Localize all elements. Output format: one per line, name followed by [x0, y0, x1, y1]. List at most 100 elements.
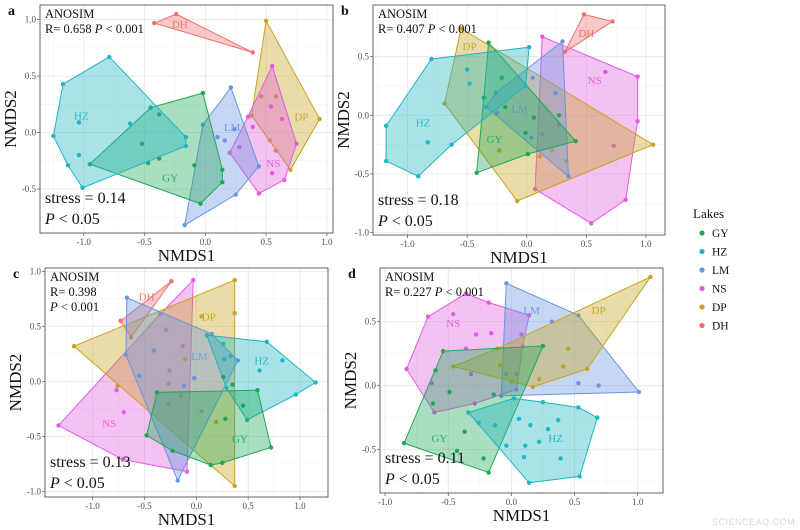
- data-point: [623, 197, 628, 202]
- data-point: [416, 174, 421, 179]
- legend-swatch: [699, 285, 705, 292]
- legend-item-lm: LM: [699, 265, 729, 277]
- group-ns: NS: [227, 63, 299, 196]
- x-tick-label: 0.5: [243, 501, 255, 511]
- group-label: GY: [162, 173, 178, 185]
- data-point: [576, 405, 581, 410]
- data-point: [230, 382, 235, 387]
- data-point: [473, 332, 479, 337]
- hull-polygon-dh: [563, 13, 614, 54]
- group-dp: DP: [451, 274, 653, 390]
- legend: Lakes GY HZ LM NS DP DH: [693, 206, 729, 333]
- data-point: [509, 379, 514, 384]
- y-tick-label: 0.0: [30, 376, 42, 386]
- hull-polygon-lm: [183, 86, 260, 227]
- data-point: [198, 201, 203, 206]
- group-hz: HZ: [51, 54, 189, 191]
- panel-d: -1.0 -0.5 0.0 0.5 1.0 -0.5 0.0 0.5 NS LM DP GY HZ ANO…: [341, 267, 664, 525]
- data-point: [175, 478, 180, 483]
- data-point: [56, 423, 61, 428]
- data-point: [430, 401, 436, 406]
- data-point: [60, 81, 66, 87]
- group-label: NS: [266, 158, 280, 170]
- data-point: [267, 138, 272, 143]
- data-point: [282, 177, 287, 183]
- data-point: [76, 120, 82, 125]
- group-gy: GY: [87, 90, 225, 206]
- data-point: [442, 101, 447, 106]
- data-point: [481, 95, 487, 100]
- hull-polygon-gy: [146, 389, 272, 466]
- panel-c: -1.0 -0.5 0.0 0.5 1.0 -1.0 -0.5 0.0 0.5 1.0 DH NS DP…: [6, 266, 329, 529]
- data-point: [486, 300, 491, 305]
- legend-swatch: [699, 230, 705, 236]
- y-tick-label: 0.0: [25, 128, 37, 138]
- data-point: [486, 470, 491, 475]
- data-point: [493, 90, 498, 96]
- y-tick-label: -1.0: [355, 228, 370, 238]
- y-tick-label: 0.5: [30, 321, 42, 331]
- data-point: [558, 456, 563, 461]
- x-tick-label: 1.0: [640, 239, 652, 249]
- data-point: [215, 134, 220, 140]
- data-point: [270, 63, 275, 69]
- data-point: [199, 314, 204, 319]
- x-tick-label: -1.0: [400, 239, 415, 249]
- data-point: [128, 335, 134, 340]
- data-point: [192, 375, 197, 381]
- data-point: [563, 158, 569, 164]
- anosim-text: R= 0.227 P < 0.001: [385, 285, 484, 299]
- group-gy: GY: [474, 40, 578, 176]
- data-point: [383, 123, 389, 129]
- data-point: [504, 371, 509, 377]
- data-point: [166, 402, 171, 407]
- data-point: [151, 348, 157, 353]
- data-point: [317, 116, 322, 122]
- plot-border: [44, 267, 329, 498]
- x-tick-label: 0.5: [581, 239, 593, 249]
- group-gy: GY: [401, 343, 546, 475]
- data-point: [250, 124, 255, 130]
- data-point: [536, 377, 542, 382]
- data-point: [503, 104, 508, 110]
- data-point: [526, 313, 532, 318]
- data-point: [650, 142, 656, 147]
- group-label: GY: [487, 134, 503, 146]
- data-point: [556, 113, 562, 118]
- data-point: [232, 483, 237, 489]
- data-point: [220, 460, 225, 466]
- legend-label: GY: [712, 228, 729, 240]
- data-point: [182, 222, 187, 228]
- group-label: GY: [232, 434, 248, 446]
- data-point: [526, 45, 532, 50]
- data-point: [156, 112, 162, 117]
- anosim-text: P < 0.001: [49, 300, 99, 314]
- group-label: LM: [511, 103, 528, 115]
- y-tick-label: -0.5: [27, 431, 42, 441]
- data-point: [144, 433, 149, 438]
- data-point: [540, 131, 545, 137]
- x-tick-label: 0.0: [521, 239, 533, 249]
- data-point: [204, 332, 209, 338]
- data-point: [499, 393, 504, 399]
- data-point: [504, 443, 509, 448]
- hull-polygon-ns: [405, 293, 530, 414]
- data-point: [164, 327, 169, 332]
- y-axis-title: NMDS2: [1, 90, 20, 148]
- data-point: [273, 94, 279, 99]
- group-lm: LM: [182, 85, 262, 228]
- stress-text: stress = 0.18: [378, 192, 459, 209]
- data-point: [636, 389, 642, 395]
- data-point: [270, 170, 275, 176]
- data-point: [192, 163, 197, 168]
- data-point: [497, 148, 502, 153]
- data-point: [432, 410, 437, 415]
- data-point: [87, 161, 93, 167]
- anosim-text: R= 0.658 P < 0.001: [45, 22, 144, 36]
- y-tick-label: -0.5: [22, 184, 37, 194]
- data-point: [200, 122, 206, 127]
- data-point: [462, 429, 467, 434]
- group-dp: DP: [71, 277, 237, 489]
